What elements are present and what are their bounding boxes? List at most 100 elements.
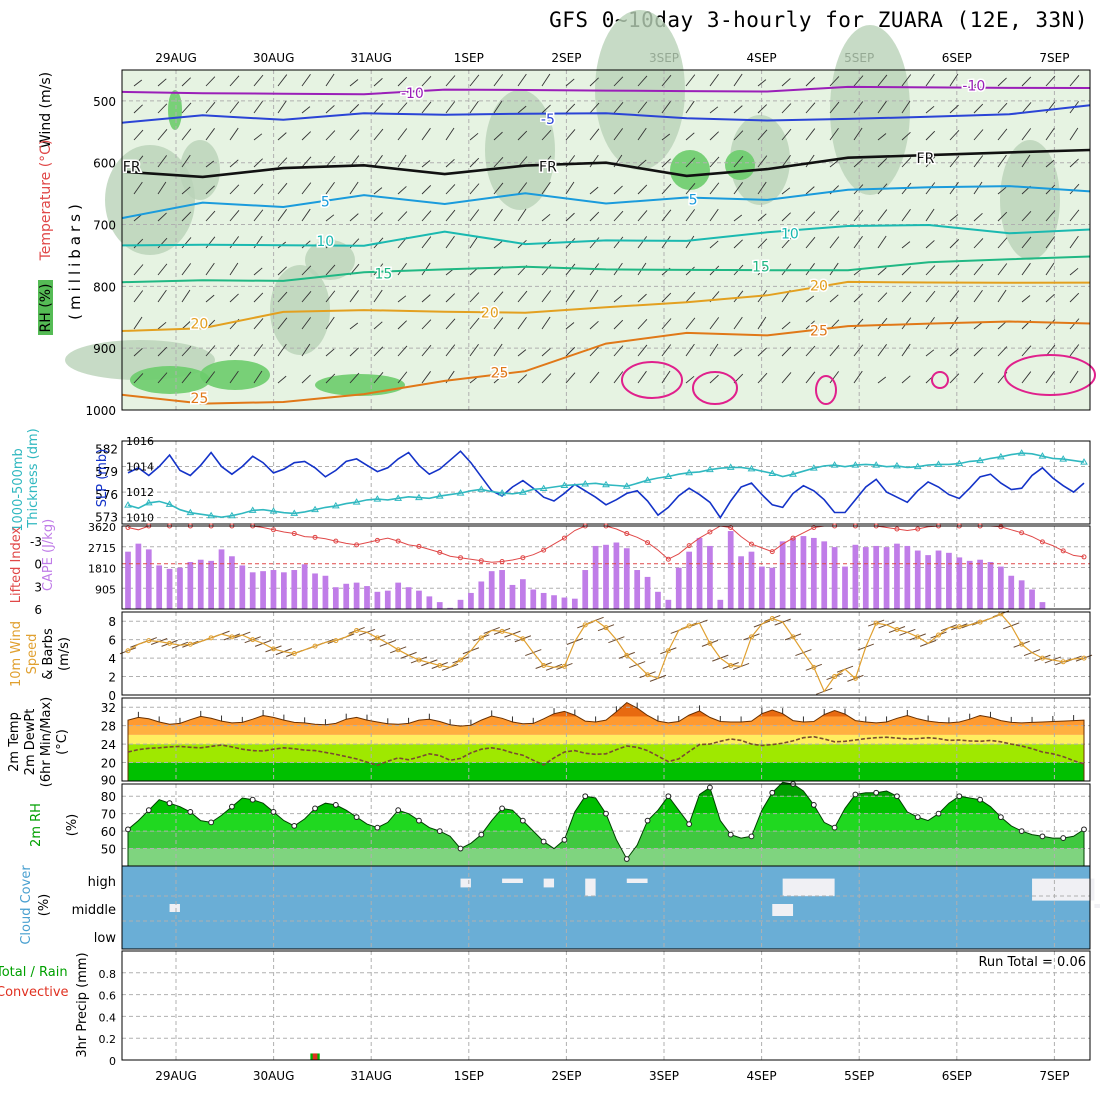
wind-barb [541, 264, 552, 276]
wind-barb [277, 343, 287, 357]
wind-barb [181, 102, 192, 114]
cape-bar [603, 544, 609, 609]
wind-barb [589, 128, 600, 141]
axis-title: CAPE (J/kg) [41, 519, 56, 591]
wind-barb [517, 349, 527, 357]
wind-barb [685, 317, 696, 330]
li-marker [354, 542, 360, 548]
series-thickness [127, 452, 1085, 519]
wind-marker [374, 635, 380, 641]
axis-title: (m/s) [57, 637, 72, 671]
wind-barb [685, 157, 696, 168]
wind-barb [517, 290, 528, 303]
wind-barb [805, 102, 816, 114]
li-marker [395, 538, 401, 544]
wind-barb [925, 156, 936, 168]
wind-barb [205, 160, 215, 168]
wind-barb [469, 343, 479, 357]
cape-bar [665, 599, 672, 609]
wind-barb [589, 237, 600, 249]
wind-barb [349, 213, 359, 222]
isotherm-10 [121, 223, 1091, 247]
wind-barb [685, 291, 696, 303]
wind-barb [1021, 76, 1032, 87]
wind-barb [829, 262, 839, 276]
wind-barb [517, 208, 527, 222]
wind-marker [582, 622, 588, 628]
cloud-clear-block [502, 878, 523, 883]
wind-barb [1021, 345, 1032, 357]
wind-barb [589, 102, 600, 114]
cape-bar [696, 537, 703, 609]
thickness-marker [913, 462, 922, 470]
wind-barb [541, 348, 551, 357]
cape-bar [374, 591, 381, 609]
wind-barb [1069, 158, 1079, 168]
wind-barb [805, 77, 816, 87]
wind-barb [397, 186, 407, 195]
rh-marker [145, 807, 152, 814]
wind-barb [253, 344, 264, 357]
cape-bar [301, 564, 308, 609]
wind-barb [925, 240, 935, 249]
wind-barb [1021, 154, 1031, 168]
cape-bar [759, 566, 765, 609]
rh-marker [395, 807, 402, 814]
thickness-marker [518, 488, 527, 495]
wind-barb [613, 185, 623, 195]
wind-barb [421, 160, 431, 168]
cloud-clear-block [1032, 878, 1095, 901]
li-marker [458, 555, 464, 561]
cape-bar [135, 543, 142, 609]
isotherm-label: 20 [810, 278, 828, 294]
wind-barb [661, 158, 671, 168]
cape-bar [468, 592, 474, 609]
cloud-row-label: low [94, 931, 117, 946]
thickness-marker [477, 485, 486, 492]
wind-barb [205, 185, 215, 195]
thickness-tick: 576 [95, 488, 118, 502]
wind-barb [1045, 319, 1056, 330]
wind-barb [661, 101, 671, 114]
li-marker [478, 558, 484, 564]
wind-barb [205, 76, 216, 87]
axis-title: Cloud Cover [19, 865, 34, 945]
wind-barb [853, 293, 863, 303]
wind-barb [325, 290, 336, 303]
axis-title: Total / Rain [0, 965, 68, 980]
temp-tick: 32 [101, 701, 116, 715]
wind-barb [781, 346, 792, 357]
wind-barb [853, 159, 863, 168]
wind-barb [661, 74, 672, 87]
cape_li-frame [121, 525, 1091, 610]
wind-barb [997, 154, 1007, 168]
cape-bar [914, 550, 921, 609]
wind-barb [877, 133, 887, 141]
wind-marker [936, 632, 942, 638]
date-label-bottom: 7SEP [1039, 1069, 1069, 1083]
wind-barb [613, 371, 624, 384]
rh-marker [187, 809, 194, 815]
rh-marker [707, 784, 713, 791]
wind-barb [925, 130, 936, 141]
isotherm-label: FR [539, 160, 557, 176]
wind-barb [925, 265, 936, 276]
series-temperature [127, 701, 1085, 781]
wind-barb [541, 129, 552, 141]
li-marker [665, 556, 671, 562]
cape-tick: 905 [95, 583, 116, 596]
wind-barb [493, 291, 504, 303]
axis-title: 2m DewPt [23, 709, 38, 776]
isotherm-label: -10 [962, 78, 985, 94]
rh-shade [730, 115, 790, 205]
cloud-clear-block [782, 878, 835, 897]
wind-barb [877, 344, 887, 357]
rh-shade [305, 240, 355, 280]
thickness-marker [830, 461, 839, 468]
wind-marker [977, 619, 983, 625]
cloud-clear-block [460, 878, 471, 888]
wind-barb [469, 74, 480, 87]
wind-barb [493, 74, 504, 87]
axis-title: 10m Wind [9, 621, 24, 687]
cape-bar [727, 531, 734, 609]
